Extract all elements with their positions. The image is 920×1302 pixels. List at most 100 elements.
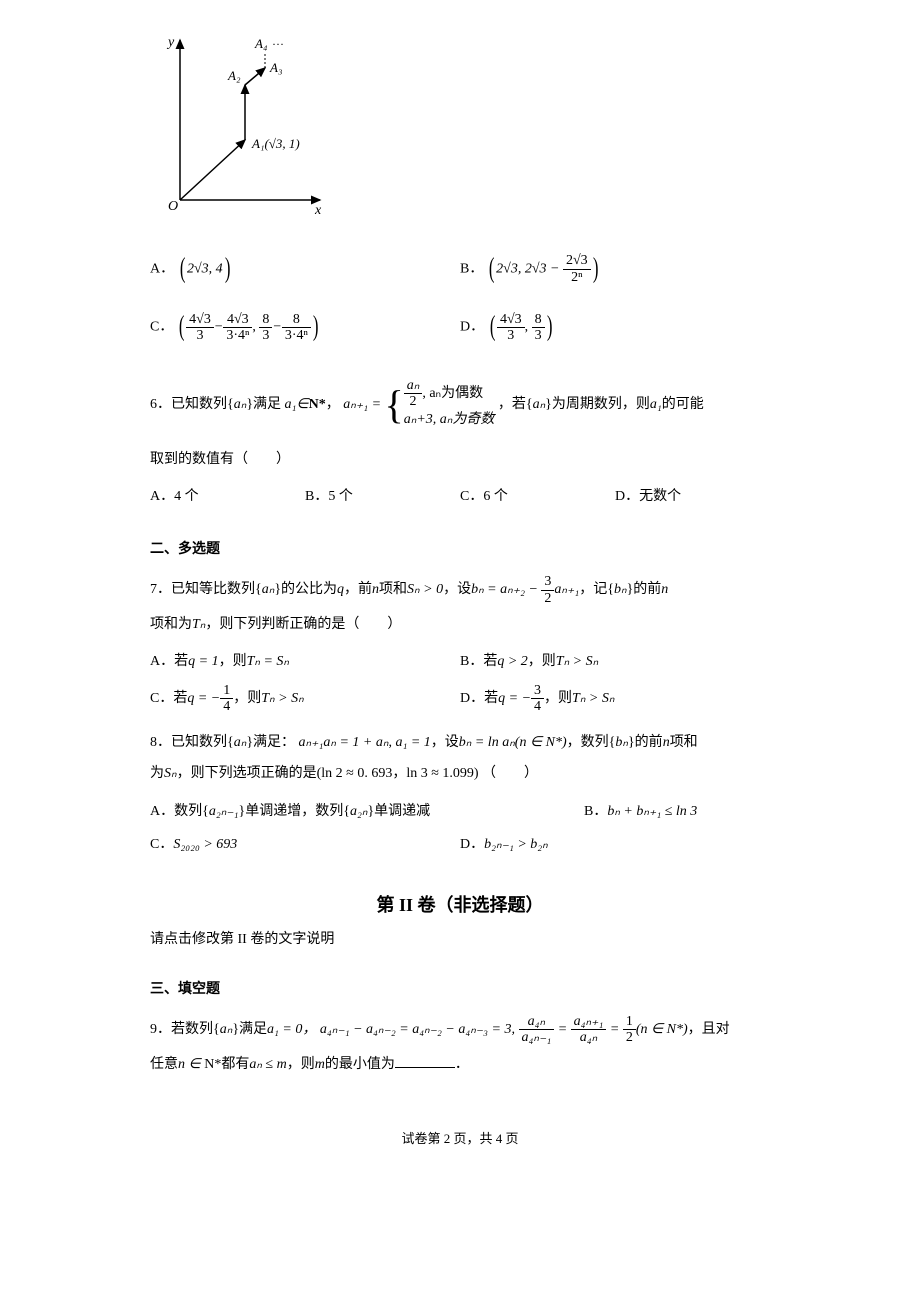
bn: bₙ <box>615 735 628 750</box>
case-cond: , aₙ为偶数 <box>422 386 483 401</box>
choice-label: D．若 <box>460 691 498 706</box>
sn: Sₙ <box>276 654 289 669</box>
sn: Sₙ <box>586 654 599 669</box>
anp1: aₙ₊₁ <box>554 582 579 597</box>
question-9: 9．若数列{aₙ}满足a₁ = 0， a₄ₙ₋₁ − a₄ₙ₋₂ = a₄ₙ₋₂… <box>150 1014 770 1077</box>
section-3-heading: 三、填空题 <box>150 977 770 1002</box>
minus: − <box>272 320 281 335</box>
q7-text: ，前 <box>344 582 372 597</box>
fill-blank[interactable] <box>395 1054 455 1068</box>
m: m <box>277 1057 287 1072</box>
n: n <box>661 582 668 597</box>
frac-den: 2 <box>541 591 554 606</box>
q8-text: ，则下列选项正确的是(ln 2 ≈ 0. 693，ln 3 ≈ 1.099) （… <box>177 766 538 781</box>
nstar: N* <box>309 397 326 412</box>
frac-num: 1 <box>220 683 233 699</box>
choice-label: C． <box>150 320 173 335</box>
choice-label: A．若 <box>150 654 188 669</box>
frac-num: 8 <box>259 312 272 328</box>
n: n <box>372 582 379 597</box>
frac-den: 3 <box>532 328 545 343</box>
q7-choice-a: A．若q = 1，则Tₙ = Sₙ <box>150 645 460 678</box>
eq: = − <box>505 691 531 706</box>
an: aₙ <box>220 1022 233 1037</box>
period: ． <box>455 1057 469 1072</box>
q8-text: ，设 <box>431 735 459 750</box>
q8-text: }的前 <box>628 735 663 750</box>
question-7: 7．已知等比数列{aₙ}的公比为q，前n项和Sₙ > 0，设bₙ = aₙ₊₂ … <box>150 574 770 718</box>
q7-text: 项和为 <box>150 617 192 632</box>
comma: , <box>525 320 532 335</box>
a4nm1: a₄ₙ₋₁ <box>320 1022 350 1037</box>
q6-text: }满足 <box>246 397 281 412</box>
nstar: N* <box>204 1057 221 1072</box>
q6-choice-d: D．无数个 <box>615 480 770 513</box>
a1: a₁ <box>650 397 662 412</box>
q9-text: ，则 <box>287 1057 315 1072</box>
q7-text: 7．已知等比数列{ <box>150 582 262 597</box>
expr: aₙ₊₁aₙ <box>299 735 336 750</box>
q7-text: }的前 <box>627 582 662 597</box>
eq: = 1 + <box>336 735 376 750</box>
q8-choice-c: C．S₂₀₂₀ > 693 <box>150 828 460 861</box>
then: ，则 <box>219 654 247 669</box>
frac-den: 3 <box>259 328 272 343</box>
frac-num: 3 <box>531 683 544 699</box>
q6-line2: 取到的数值有（ ） <box>150 447 770 472</box>
frac-den: 2 <box>623 1030 636 1045</box>
minus: − <box>214 320 223 335</box>
svg-text:···: ··· <box>272 37 284 51</box>
a1: a₁ <box>267 1022 279 1037</box>
eq: = <box>368 397 384 412</box>
rel: = <box>260 654 276 669</box>
frac-num: 4√3 <box>223 312 252 328</box>
choice-label: C． <box>150 837 173 852</box>
frac-num: 8 <box>532 312 545 328</box>
choice-label: B．若 <box>460 654 497 669</box>
minus: − <box>350 1022 366 1037</box>
q8-choice-d: D．b₂ₙ₋₁ > b₂ₙ <box>460 828 770 861</box>
part2-note: 请点击修改第 II 卷的文字说明 <box>150 927 770 952</box>
a1: a₁ <box>395 735 407 750</box>
paren: (n ∈ N*) <box>515 735 567 750</box>
frac-den: a₄ₙ <box>571 1030 607 1045</box>
plus: + <box>620 804 636 819</box>
m: m <box>315 1057 325 1072</box>
frac-num: 2√3 <box>563 253 591 269</box>
an: aₙ <box>249 1057 262 1072</box>
eq: = <box>396 1022 412 1037</box>
tn: Tₙ <box>192 617 205 632</box>
a4-label: A₄ <box>254 36 268 51</box>
mid: }单调递增，数列{ <box>239 804 350 819</box>
q5-choice-d: D． (4√33, 83) <box>460 298 770 356</box>
origin-label: O <box>168 199 178 214</box>
in: ∈ <box>296 397 308 412</box>
b2n: b₂ₙ <box>530 837 547 852</box>
an: aₙ <box>533 397 546 412</box>
eq: = <box>606 1022 622 1037</box>
x-axis-label: x <box>314 203 322 218</box>
q9-text: 都有 <box>221 1057 249 1072</box>
choice-label: C．若 <box>150 691 187 706</box>
q7-text: ，则下列判断正确的是（ ） <box>205 617 401 632</box>
an: aₙ <box>234 735 247 750</box>
q7-text: ，记{ <box>579 582 614 597</box>
q6-choice-a: A．4 个 <box>150 480 305 513</box>
tn: Tₙ <box>261 691 274 706</box>
eq: = 1 <box>407 735 430 750</box>
q9-text: 9．若数列{ <box>150 1022 220 1037</box>
q: q <box>337 582 344 597</box>
frac-den: 3·4ⁿ <box>223 328 252 343</box>
q5-choices: A． ((2√3, 4)2√3, 4) B． (2√3, 2√3 − 2√32ⁿ… <box>150 240 770 357</box>
an: aₙ <box>376 735 389 750</box>
case2: aₙ+3, aₙ为奇数 <box>404 409 495 431</box>
n: n <box>178 1057 185 1072</box>
question-8: 8．已知数列{aₙ}满足： aₙ₊₁aₙ = 1 + aₙ, a₁ = 1，设b… <box>150 730 770 861</box>
then: ，则 <box>528 654 556 669</box>
le: ≤ ln 3 <box>661 804 697 819</box>
q9-text: }满足 <box>232 1022 267 1037</box>
eq: = <box>554 1022 570 1037</box>
bn: bₙ <box>614 582 627 597</box>
a4nm2: a₄ₙ₋₂ <box>366 1022 396 1037</box>
a4nm2: a₄ₙ₋₂ <box>412 1022 442 1037</box>
